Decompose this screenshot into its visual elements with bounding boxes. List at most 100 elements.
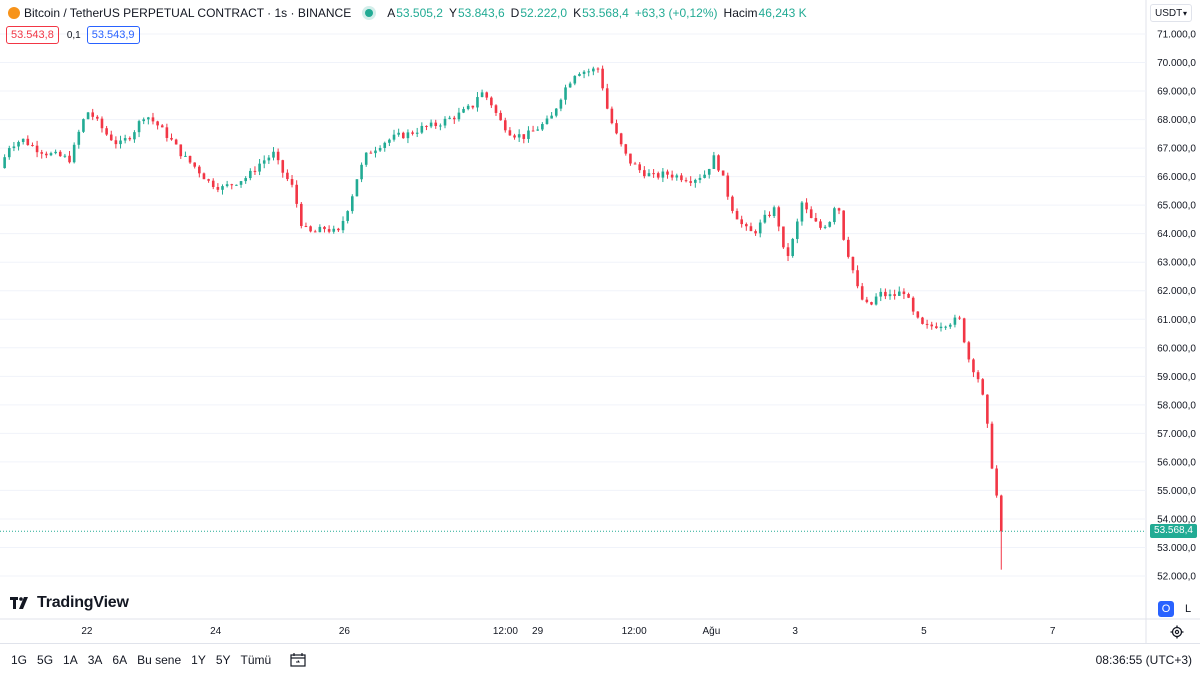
candle bbox=[7, 145, 11, 160]
candle bbox=[434, 119, 438, 129]
candle bbox=[605, 83, 609, 110]
candle bbox=[147, 116, 150, 125]
candle bbox=[91, 108, 95, 121]
candle bbox=[12, 141, 16, 152]
candle bbox=[364, 152, 368, 167]
bitcoin-logo-icon bbox=[8, 7, 20, 19]
clock-timezone[interactable]: 08:36:55 (UTC+3) bbox=[1095, 652, 1192, 667]
candle bbox=[429, 119, 433, 129]
currency-select[interactable]: USDT ▾ bbox=[1150, 4, 1192, 22]
candle bbox=[564, 84, 567, 105]
x-tick-label: 7 bbox=[1050, 626, 1056, 637]
candle bbox=[109, 130, 113, 141]
candle bbox=[383, 141, 387, 152]
range-ytd[interactable]: Bu sene bbox=[137, 652, 182, 667]
go-to-date-icon[interactable] bbox=[290, 652, 306, 667]
log-scale-button[interactable]: L bbox=[1180, 601, 1196, 617]
candle bbox=[360, 162, 363, 183]
symbol-title[interactable]: Bitcoin / TetherUS PERPETUAL CONTRACT · … bbox=[24, 6, 352, 20]
candle bbox=[114, 136, 118, 149]
candle bbox=[916, 311, 920, 319]
x-tick-label: 3 bbox=[792, 626, 798, 637]
candle bbox=[587, 68, 591, 77]
change-value: +63,3 (+0,12%) bbox=[634, 6, 718, 20]
candle bbox=[165, 123, 169, 142]
candle bbox=[707, 168, 711, 179]
y-tick-label: 64.000,0 bbox=[1157, 229, 1196, 240]
y-tick-label: 61.000,0 bbox=[1157, 315, 1196, 326]
candle bbox=[772, 205, 776, 219]
sell-button[interactable]: 53.543,8 bbox=[6, 26, 59, 44]
candle bbox=[925, 319, 929, 329]
candle bbox=[958, 315, 961, 320]
candle bbox=[202, 172, 206, 180]
candle bbox=[494, 104, 498, 116]
candle bbox=[796, 218, 799, 244]
candle bbox=[531, 125, 535, 132]
range-1d[interactable]: 1G bbox=[11, 652, 28, 667]
y-tick-label: 56.000,0 bbox=[1157, 457, 1196, 468]
candle bbox=[211, 178, 215, 190]
y-tick-label: 52.000,0 bbox=[1157, 572, 1196, 583]
candle bbox=[930, 321, 934, 330]
candle bbox=[884, 288, 887, 300]
candle bbox=[86, 111, 90, 120]
close-key: K bbox=[573, 6, 582, 20]
candle bbox=[879, 288, 883, 302]
symbol-legend[interactable]: Bitcoin / TetherUS PERPETUAL CONTRACT · … bbox=[8, 5, 813, 21]
gear-icon[interactable] bbox=[1170, 625, 1184, 639]
y-tick-label: 60.000,0 bbox=[1157, 343, 1196, 354]
candle bbox=[536, 126, 540, 131]
candle bbox=[471, 105, 475, 110]
candle bbox=[972, 358, 975, 378]
candle bbox=[819, 219, 822, 230]
candle bbox=[309, 225, 312, 233]
volume-value: 46,243 K bbox=[758, 6, 807, 20]
candle bbox=[170, 133, 173, 141]
candle bbox=[323, 225, 326, 233]
x-tick-label: 22 bbox=[81, 626, 93, 637]
candle bbox=[680, 173, 683, 183]
candle bbox=[948, 323, 952, 329]
candle bbox=[142, 117, 146, 125]
volume-key: Hacim bbox=[723, 6, 758, 20]
candle bbox=[661, 167, 665, 183]
candle bbox=[833, 206, 836, 225]
bottom-toolbar: 1G 5G 1A 3A 6A Bu sene 1Y 5Y Tümü 08:36:… bbox=[0, 643, 1200, 675]
buy-button[interactable]: 53.543,9 bbox=[86, 26, 140, 44]
candle bbox=[198, 165, 201, 178]
range-1y[interactable]: 1Y bbox=[191, 652, 206, 667]
range-5d[interactable]: 5G bbox=[37, 652, 54, 667]
range-3m[interactable]: 3A bbox=[87, 652, 103, 667]
low-value: 52.222,0 bbox=[520, 6, 568, 20]
candle bbox=[286, 169, 289, 182]
candle bbox=[754, 229, 757, 236]
candle bbox=[777, 205, 781, 232]
tradingview-logo[interactable]: TradingView bbox=[10, 594, 129, 612]
y-tick-label: 53.000,0 bbox=[1157, 543, 1196, 554]
candle bbox=[981, 378, 985, 396]
candle bbox=[503, 117, 507, 133]
candle bbox=[712, 151, 716, 170]
candle bbox=[54, 149, 57, 155]
range-6m[interactable]: 6A bbox=[112, 652, 128, 667]
price-chart[interactable]: 52.000,0 53.000,0 54.000,0 55.000,0 56.000,0… bbox=[0, 0, 1200, 643]
y-tick-label: 54.000,0 bbox=[1157, 514, 1196, 525]
candle bbox=[554, 108, 558, 118]
y-tick-label: 67.000,0 bbox=[1157, 144, 1196, 155]
candle bbox=[462, 106, 465, 114]
range-5y[interactable]: 5Y bbox=[215, 652, 231, 667]
range-1m[interactable]: 1A bbox=[63, 652, 78, 667]
candle bbox=[717, 154, 720, 173]
candle bbox=[378, 145, 382, 152]
y-tick-label: 58.000,0 bbox=[1157, 400, 1196, 411]
y-tick-label: 65.000,0 bbox=[1157, 201, 1196, 212]
range-all[interactable]: Tümü bbox=[240, 652, 272, 667]
candle bbox=[276, 148, 280, 165]
candle bbox=[689, 176, 692, 187]
candle bbox=[986, 394, 989, 428]
candle bbox=[675, 173, 679, 181]
overlay-button[interactable]: O bbox=[1158, 601, 1174, 617]
candle bbox=[369, 150, 373, 154]
candle bbox=[480, 89, 484, 98]
